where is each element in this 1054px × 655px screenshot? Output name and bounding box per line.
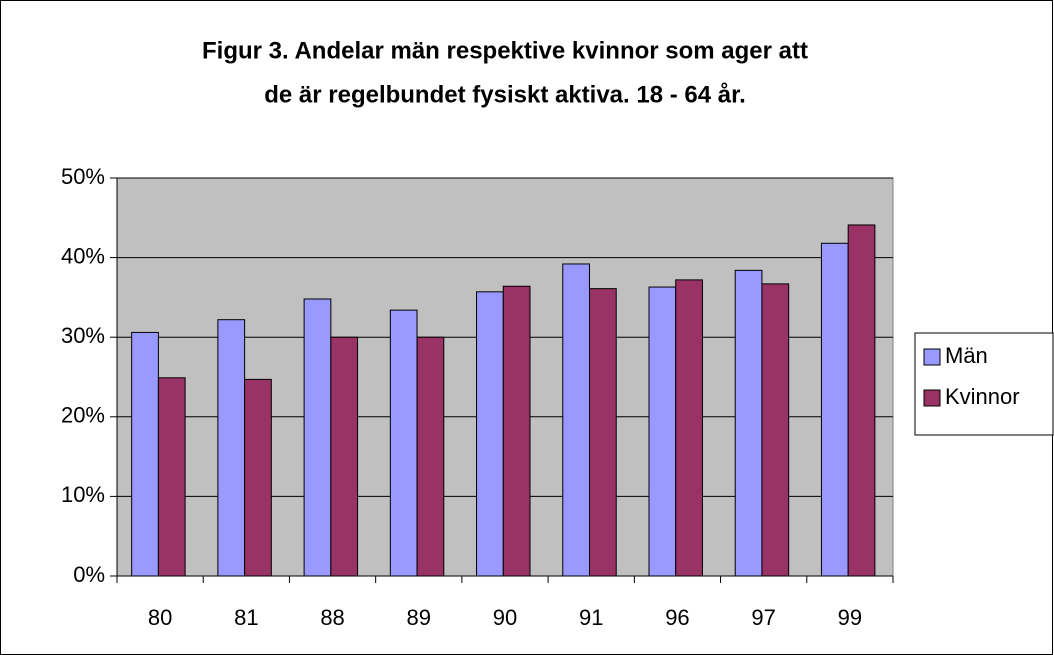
bar — [330, 336, 359, 577]
bar — [131, 331, 159, 577]
x-tick-label: 90 — [493, 605, 517, 630]
bar — [847, 224, 876, 577]
y-tick-label: 50% — [61, 164, 105, 189]
legend-label: Kvinnor — [945, 384, 1020, 409]
bar — [217, 319, 246, 577]
chart-title: Figur 3. Andelar män respektive kvinnor … — [202, 37, 808, 64]
bar — [416, 336, 445, 577]
x-tick-label: 96 — [665, 605, 689, 630]
bar — [761, 283, 790, 577]
bar — [244, 378, 272, 577]
x-tick-label: 80 — [148, 605, 172, 630]
x-tick-label: 91 — [579, 605, 603, 630]
legend-label: Män — [945, 343, 988, 368]
bar — [588, 288, 617, 577]
legend-swatch — [923, 389, 941, 407]
x-tick-label: 81 — [234, 605, 258, 630]
bar — [734, 269, 763, 577]
y-tick-label: 20% — [61, 403, 105, 428]
bar — [476, 291, 504, 577]
legend-swatch — [923, 348, 941, 366]
bar — [675, 279, 703, 577]
bar — [389, 309, 418, 577]
chart-title: de är regelbundet fysiskt aktiva. 18 - 6… — [264, 81, 746, 108]
bar — [303, 298, 332, 577]
bar — [820, 242, 849, 577]
y-tick-label: 30% — [61, 323, 105, 348]
y-tick-label: 40% — [61, 243, 105, 268]
bar — [157, 377, 186, 577]
y-tick-label: 0% — [73, 562, 105, 587]
bar — [648, 286, 677, 577]
y-tick-label: 10% — [61, 482, 105, 507]
x-tick-label: 88 — [320, 605, 344, 630]
bar — [562, 263, 590, 577]
bar — [502, 285, 531, 577]
x-tick-label: 97 — [751, 605, 775, 630]
x-tick-label: 89 — [407, 605, 431, 630]
x-tick-label: 99 — [838, 605, 862, 630]
